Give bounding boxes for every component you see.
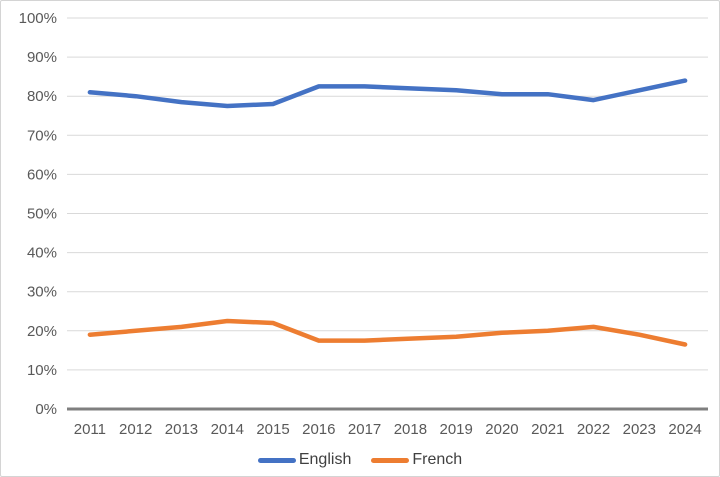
legend-label-english: English bbox=[298, 451, 352, 468]
y-tick-label: 20% bbox=[27, 323, 57, 340]
y-tick-label: 100% bbox=[19, 10, 57, 27]
x-tick-label: 2013 bbox=[165, 421, 198, 438]
x-tick-label: 2012 bbox=[119, 421, 152, 438]
y-tick-label: 0% bbox=[35, 401, 57, 418]
y-tick-label: 60% bbox=[27, 166, 57, 183]
x-tick-label: 2024 bbox=[668, 421, 701, 438]
legend-label-french: French bbox=[412, 451, 463, 468]
y-tick-label: 80% bbox=[27, 88, 57, 105]
y-tick-label: 30% bbox=[27, 284, 57, 301]
x-tick-label: 2020 bbox=[485, 421, 518, 438]
series-line-french bbox=[87, 318, 688, 347]
legend-item-french: French bbox=[371, 452, 462, 468]
x-tick-label: 2023 bbox=[623, 421, 656, 438]
chart-legend: English French bbox=[1, 452, 719, 468]
y-tick-label: 40% bbox=[27, 245, 57, 262]
y-tick-label: 50% bbox=[27, 206, 57, 223]
y-tick-label: 90% bbox=[27, 49, 57, 66]
x-tick-label: 2017 bbox=[348, 421, 381, 438]
x-tick-label: 2018 bbox=[394, 421, 427, 438]
series-line-english bbox=[87, 78, 688, 109]
x-tick-label: 2022 bbox=[577, 421, 610, 438]
legend-swatch-english bbox=[257, 457, 296, 463]
x-tick-label: 2021 bbox=[531, 421, 564, 438]
x-tick-label: 2016 bbox=[302, 421, 335, 438]
x-tick-label: 2011 bbox=[74, 421, 106, 438]
y-tick-label: 70% bbox=[27, 127, 57, 144]
x-tick-label: 2014 bbox=[211, 421, 244, 438]
y-tick-label: 10% bbox=[27, 362, 57, 379]
x-tick-label: 2019 bbox=[439, 421, 472, 438]
x-tick-label: 2015 bbox=[256, 421, 289, 438]
legend-item-english: English bbox=[257, 451, 352, 468]
legend-swatch-french bbox=[371, 457, 410, 463]
